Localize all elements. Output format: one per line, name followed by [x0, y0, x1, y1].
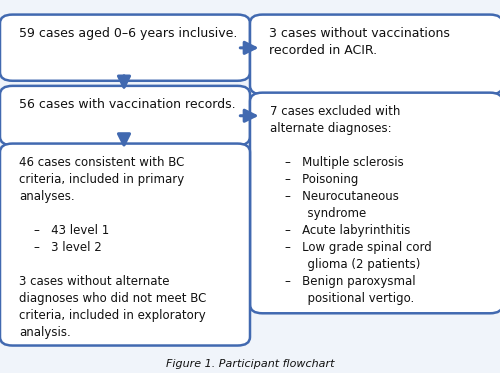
Text: Figure 1. Participant flowchart: Figure 1. Participant flowchart [166, 359, 334, 369]
FancyBboxPatch shape [250, 15, 500, 94]
FancyBboxPatch shape [0, 15, 250, 81]
Text: 59 cases aged 0–6 years inclusive.: 59 cases aged 0–6 years inclusive. [19, 27, 238, 40]
FancyBboxPatch shape [0, 144, 250, 345]
Text: 3 cases without vaccinations
recorded in ACIR.: 3 cases without vaccinations recorded in… [269, 27, 450, 57]
Text: 7 cases excluded with
alternate diagnoses:

    –   Multiple sclerosis
    –   P: 7 cases excluded with alternate diagnose… [270, 105, 432, 305]
FancyBboxPatch shape [250, 93, 500, 313]
Text: 46 cases consistent with BC
criteria, included in primary
analyses.

    –   43 : 46 cases consistent with BC criteria, in… [19, 156, 206, 339]
FancyBboxPatch shape [0, 86, 250, 145]
Text: 56 cases with vaccination records.: 56 cases with vaccination records. [19, 98, 236, 112]
